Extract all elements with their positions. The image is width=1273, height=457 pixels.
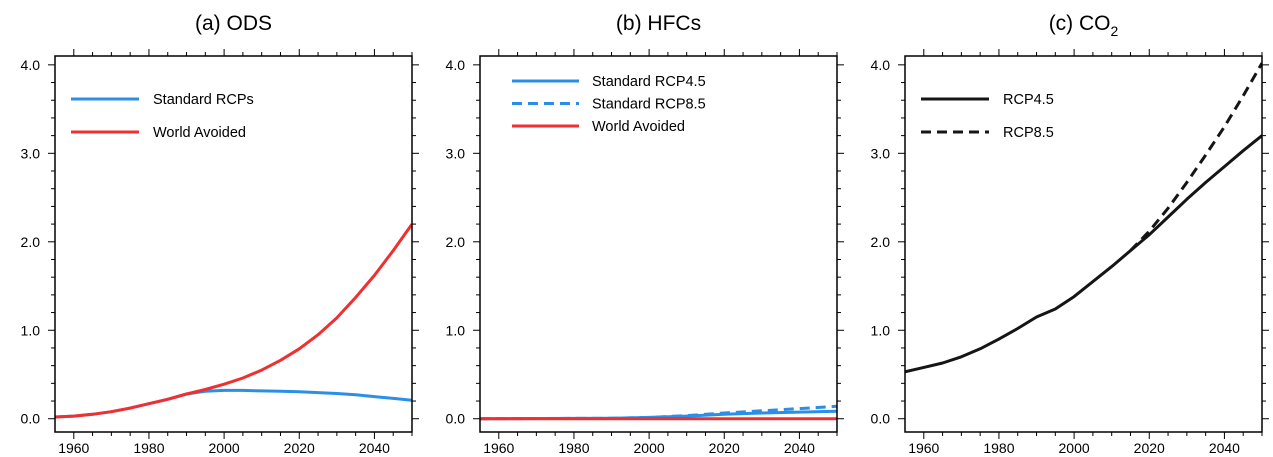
legend-label: Standard RCPs: [153, 92, 254, 108]
x-tick-label: 2020: [709, 440, 740, 456]
panel-co2: (c) CO2 0.0 1.0 2.0 3.0 4.0 1960 1980 2000 2020 2…: [871, 12, 1269, 456]
x-tick-label: 2020: [284, 440, 315, 456]
x-tick-label: 1960: [58, 440, 89, 456]
panel-title-main: (c) CO: [1049, 12, 1111, 35]
panel-title: (c) CO2: [1049, 12, 1119, 39]
legend-label: World Avoided: [592, 119, 685, 135]
series-line-world-avoided: [55, 223, 412, 419]
series-group: [480, 404, 837, 421]
legend-label: RCP8.5: [1003, 125, 1054, 141]
y-tick-label: 0.0: [446, 411, 466, 427]
panel-ods: (a) ODS 0.0 1.0 2.0 3.0 4.0 1960 1980 2000 2020 2…: [21, 12, 419, 456]
x-tick-label: 2020: [1134, 440, 1165, 456]
y-tick-label: 3.0: [446, 145, 466, 161]
legend-label: Standard RCP4.5: [592, 74, 706, 90]
plot-frame: [479, 55, 838, 433]
x-tick-label: 1960: [908, 440, 939, 456]
x-tick-label: 2000: [209, 440, 240, 456]
panel-title: (a) ODS: [195, 12, 272, 35]
x-tick-label: 2040: [784, 440, 815, 456]
series-line-rcp8-5: [1129, 62, 1262, 252]
y-tick-label: 4.0: [871, 57, 891, 73]
legend: Standard RCP4.5 Standard RCP8.5 World Avoi…: [512, 74, 706, 135]
x-tick-label: 2000: [634, 440, 665, 456]
y-tick-label: 2.0: [446, 234, 466, 250]
y-tick-label: 2.0: [871, 234, 891, 250]
plot-frame: [54, 55, 413, 433]
y-tick-label: 4.0: [446, 57, 466, 73]
panel-title: (b) HFCs: [616, 12, 701, 35]
series-group: [905, 62, 1262, 374]
y-tick-label: 3.0: [21, 145, 41, 161]
series-group: [55, 223, 412, 419]
legend: Standard RCPs World Avoided: [71, 92, 254, 141]
legend: RCP4.5 RCP8.5: [921, 92, 1054, 141]
y-tick-label: 4.0: [21, 57, 41, 73]
panel-title-main: (a) ODS: [195, 12, 272, 35]
y-tick-label: 0.0: [871, 411, 891, 427]
y-tick-label: 1.0: [871, 322, 891, 338]
x-tick-label: 2040: [1209, 440, 1240, 456]
y-tick-label: 0.0: [21, 411, 41, 427]
x-tick-label: 1960: [483, 440, 514, 456]
panel-title-main: (b) HFCs: [616, 12, 701, 35]
x-tick-label: 2000: [1059, 440, 1090, 456]
y-tick-label: 1.0: [21, 322, 41, 338]
legend-label: RCP4.5: [1003, 92, 1054, 108]
x-tick-label: 1980: [133, 440, 164, 456]
x-tick-label: 1980: [558, 440, 589, 456]
panel-title-subscript: 2: [1111, 23, 1119, 39]
x-tick-label: 2040: [359, 440, 390, 456]
panel-hfcs: (b) HFCs 0.0 1.0 2.0 3.0 4.0 1960 1980 2000 2020…: [446, 12, 844, 456]
legend-label: Standard RCP8.5: [592, 97, 706, 113]
plot-frame: [904, 55, 1263, 433]
legend-label: World Avoided: [153, 125, 246, 141]
y-tick-label: 3.0: [871, 145, 891, 161]
y-tick-label: 2.0: [21, 234, 41, 250]
series-line-rcp4-5: [905, 134, 1262, 374]
y-tick-label: 1.0: [446, 322, 466, 338]
x-tick-label: 1980: [983, 440, 1014, 456]
